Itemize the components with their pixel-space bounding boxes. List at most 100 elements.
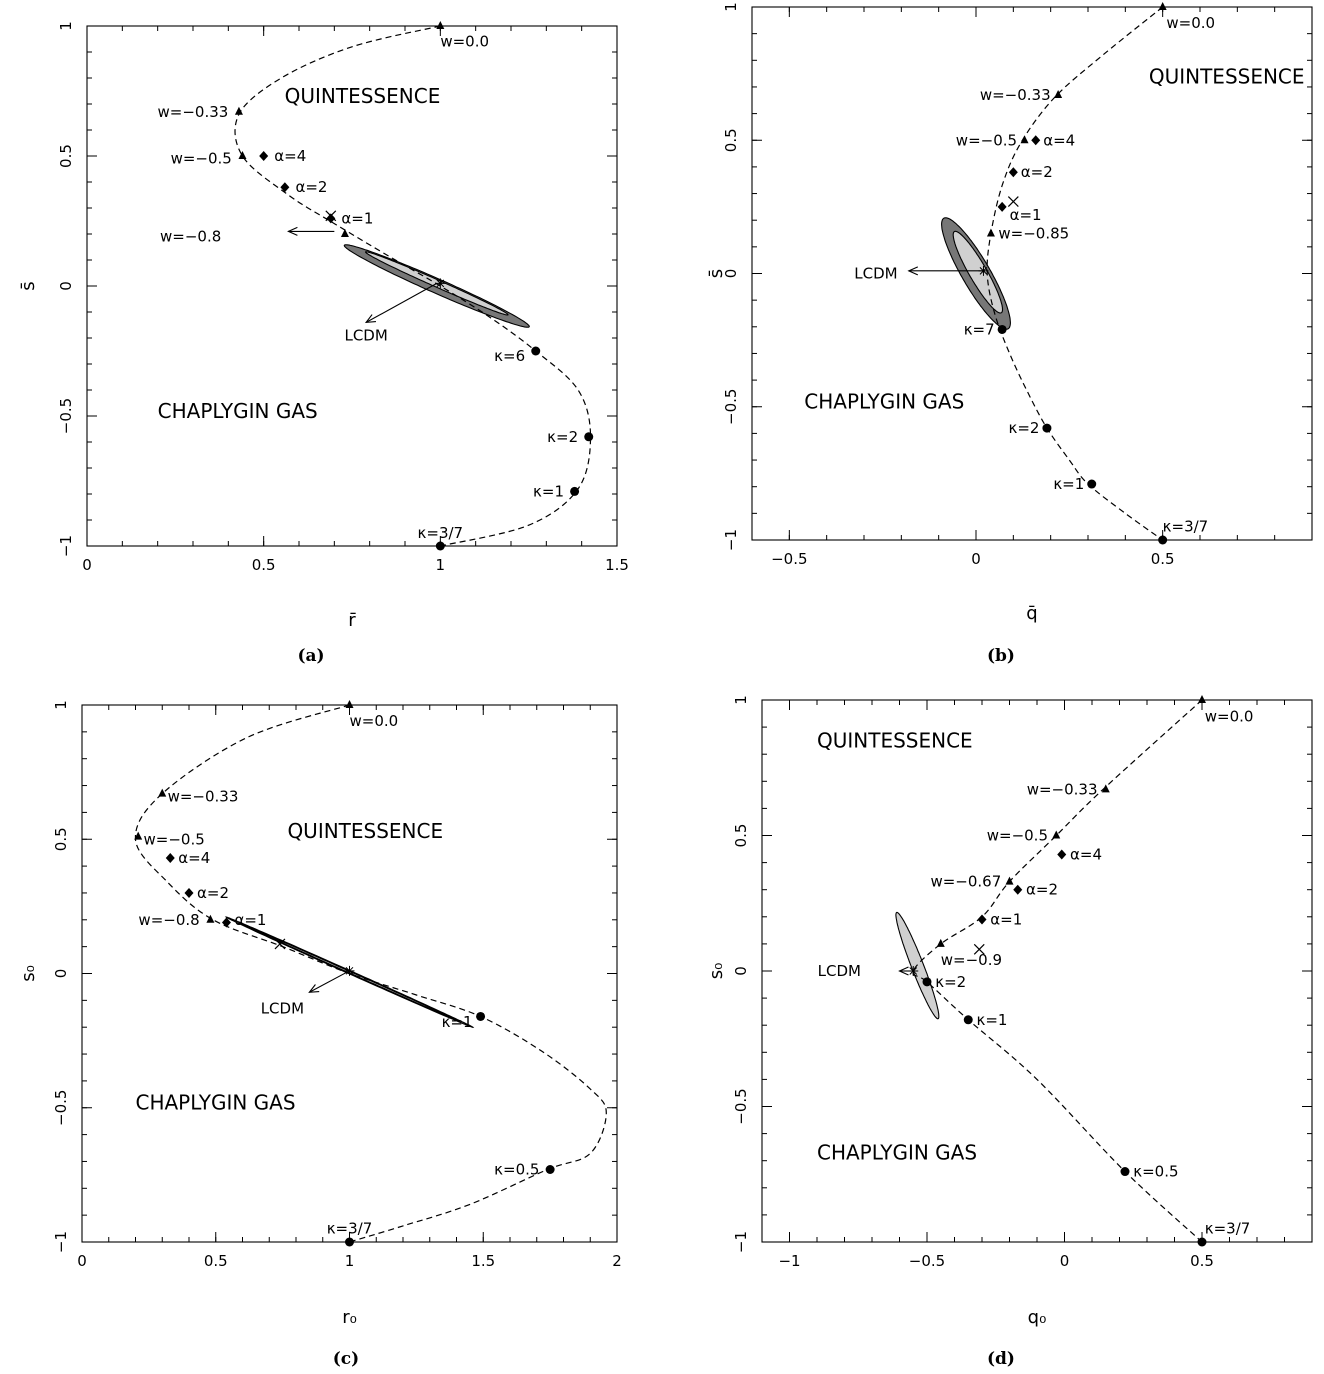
point-label: κ=7 [964,320,995,338]
y-tick-label: −0.5 [52,1090,70,1126]
marker-triangle [206,914,215,923]
panel-caption: (b) [987,646,1015,666]
marker-diamond [165,853,175,864]
x-tick-label: 0 [82,556,92,574]
y-tick-label: 0 [732,966,750,976]
x-tick-label: 0 [1060,1252,1070,1270]
y-tick-label: 1 [57,21,75,31]
point-label: w=−0.33 [1027,780,1098,798]
marker-triangle [134,831,143,840]
y-tick-label: 0 [57,281,75,291]
point-label: w=−0.5 [956,131,1017,149]
panel-d: −1 −0.5 0 0.5 −1 −0.5 0 0.5 1 q₀ s₀ QUINTESSENCE CHA… [706,695,1313,1369]
marker-circle [1087,479,1097,489]
marker-circle [997,324,1007,334]
marker-triangle [1158,2,1167,10]
point-label: α=2 [197,884,229,902]
marker-circle [545,1165,555,1175]
panel-caption: (a) [297,646,324,666]
y-tick-label: −0.5 [732,1088,750,1124]
marker-cross [973,943,985,955]
arrow-head [898,966,909,976]
y-tick-label: 1 [722,2,740,12]
marker-triangle [158,788,167,797]
marker-star [908,966,919,976]
x-axis-label: q₀ [1028,1307,1047,1328]
x-axis-label: r₀ [342,1307,357,1328]
point-label: α=4 [1043,131,1075,149]
y-tick-label: 0.5 [722,128,740,152]
point-label: α=1 [1010,206,1042,224]
point-label: α=2 [1026,881,1058,899]
y-tick-label: 0 [52,969,70,979]
annotation-label: LCDM [854,265,897,283]
y-tick-label: −1 [57,535,75,557]
point-label: κ=0.5 [494,1161,539,1179]
marker-triangle [238,151,247,159]
point-label: w=−0.5 [987,827,1048,845]
point-label: α=2 [1021,163,1053,181]
marker-circle [1120,1167,1130,1177]
point-label: κ=3/7 [327,1220,373,1238]
marker-triangle [1198,695,1206,703]
model-curve [234,25,592,547]
arrow-head [287,226,298,236]
panel-caption: (c) [333,1349,359,1369]
point-label: α=4 [274,147,306,165]
x-tick-label: −0.5 [909,1252,945,1270]
arrow-head [308,984,320,993]
x-tick-label: 1 [345,1252,355,1270]
x-tick-label: 0.5 [252,556,276,574]
x-tick-label: 2 [612,1252,622,1270]
point-label: κ=2 [935,973,966,991]
y-tick-label: 1 [52,700,70,710]
x-tick-label: 0.5 [1151,550,1175,568]
y-tick-label: −1 [722,529,740,551]
y-axis-label: s₀ [706,963,727,980]
x-tick-label: 0.5 [1190,1252,1214,1270]
marker-circle [922,977,932,987]
point-label: κ=6 [494,347,525,365]
marker-circle [1197,1237,1207,1247]
marker-triangle [436,21,445,29]
panel-c: 0 0.5 1 1.5 2 −1 −0.5 0 0.5 1 r₀ s₀ QUINTESSENCE CHAP… [18,700,622,1369]
point-label: w=−0.8 [138,911,199,929]
region-label: QUINTESSENCE [817,729,973,753]
y-axis-label: s̄ [706,269,727,278]
point-label: κ=1 [442,1013,473,1031]
marker-circle [531,346,541,356]
point-label: w=−0.9 [941,951,1002,969]
marker-triangle [1054,89,1063,98]
point-label: w=−0.85 [998,225,1069,243]
point-label: κ=3/7 [418,524,464,542]
marker-cross [274,938,286,950]
point-label: w=0.0 [350,712,399,730]
marker-diamond [221,917,231,928]
y-tick-label: 0 [722,269,740,279]
y-tick-label: 1 [732,695,750,705]
region-label: CHAPLYGIN GAS [136,1090,296,1114]
x-axis-label: r̄ [348,610,356,631]
marker-star [344,965,355,976]
x-tick-label: −0.5 [771,550,807,568]
arrow-head [907,266,919,276]
marker-cross [1007,196,1019,207]
marker-triangle [986,228,995,237]
marker-star [978,265,989,276]
point-label: w=−0.67 [930,873,1001,891]
marker-diamond [1057,849,1067,860]
x-axis-label: q̄ [1026,603,1037,624]
point-label: α=1 [990,911,1022,929]
annotation-label: LCDM [344,326,387,344]
marker-circle [435,541,445,551]
y-tick-label: −0.5 [722,389,740,425]
marker-triangle [234,106,243,115]
point-label: w=−0.33 [168,787,239,805]
point-label: w=−0.33 [980,86,1051,104]
point-label: κ=0.5 [1133,1163,1178,1181]
x-tick-label: 1.5 [471,1252,495,1270]
point-label: w=0.0 [440,33,489,51]
marker-cross [325,210,337,222]
y-tick-label: 0.5 [52,827,70,851]
